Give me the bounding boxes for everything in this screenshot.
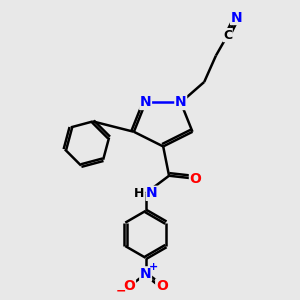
Text: O: O	[156, 279, 168, 293]
Text: N: N	[140, 95, 152, 110]
Text: +: +	[149, 262, 158, 272]
Text: C: C	[223, 28, 232, 42]
Text: N: N	[175, 95, 187, 110]
Text: N: N	[231, 11, 242, 25]
Text: H: H	[134, 187, 144, 200]
Text: O: O	[124, 279, 135, 293]
Text: N: N	[140, 267, 152, 281]
Text: N: N	[146, 186, 158, 200]
Text: O: O	[190, 172, 201, 186]
Text: −: −	[116, 285, 127, 298]
